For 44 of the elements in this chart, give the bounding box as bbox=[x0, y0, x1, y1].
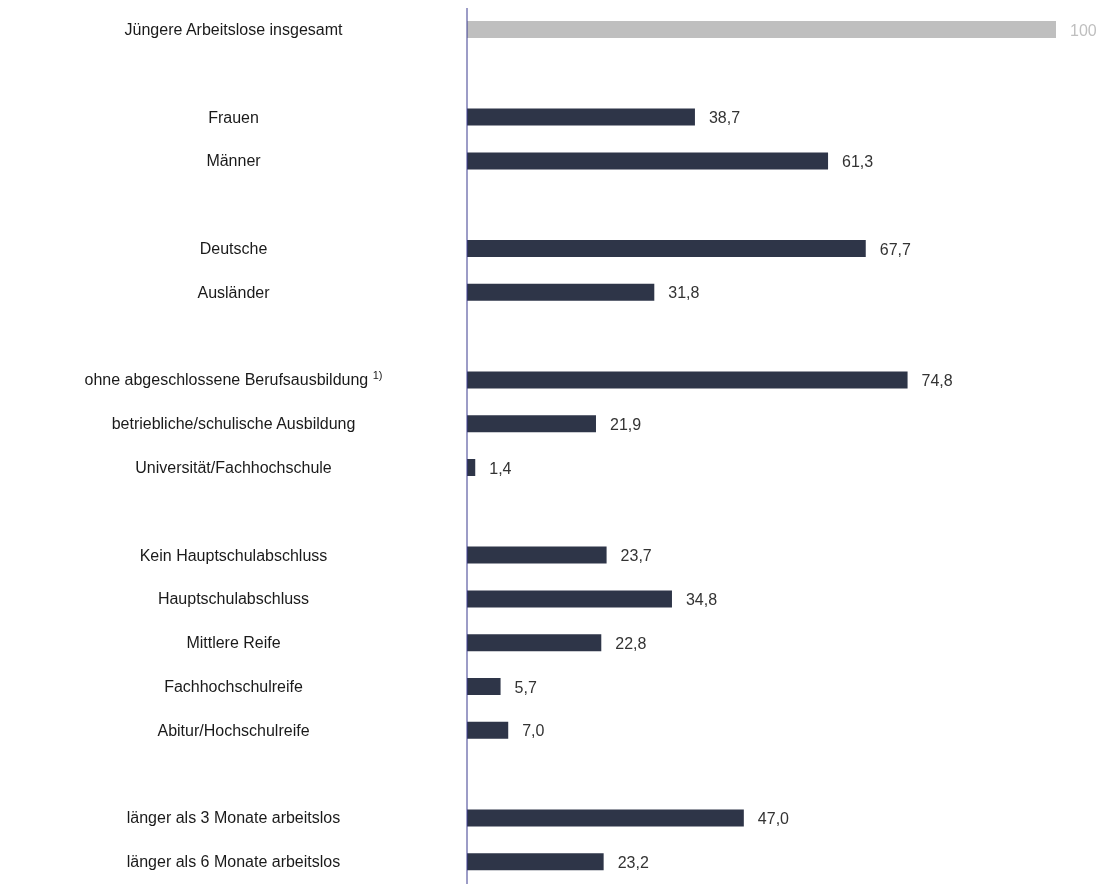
data-label: 5,7 bbox=[514, 678, 537, 696]
data-label: 7,0 bbox=[522, 722, 545, 740]
data-label: 61,3 bbox=[842, 152, 874, 170]
y-tick-label: Abitur/Hochschulreife bbox=[157, 721, 310, 739]
bar bbox=[467, 283, 655, 301]
y-tick-label: Kein Hauptschulabschluss bbox=[139, 546, 328, 564]
data-label: 67,7 bbox=[879, 240, 911, 258]
data-label: 100 bbox=[1070, 21, 1097, 39]
data-label: 34,8 bbox=[685, 590, 718, 608]
data-label: 31,8 bbox=[668, 284, 700, 302]
bar bbox=[467, 634, 602, 652]
y-tick-label: länger als 6 Monate arbeitslos bbox=[126, 853, 341, 871]
y-tick-label: Frauen bbox=[208, 108, 259, 126]
data-label: 47,0 bbox=[757, 809, 790, 827]
y-tick-label: ohne abgeschlossene Berufsausbildung $^{1)}$ bbox=[84, 369, 383, 389]
y-tick-label: Fachhochschulreife bbox=[164, 677, 303, 695]
y-tick-label: betriebliche/schulische Ausbildung bbox=[111, 415, 356, 433]
data-label: 22,8 bbox=[615, 634, 647, 652]
data-label: 23,7 bbox=[620, 547, 652, 565]
data-label: 23,2 bbox=[617, 853, 649, 871]
data-label: 1,4 bbox=[489, 459, 512, 477]
bar bbox=[467, 415, 596, 433]
y-tick-label: Mittlere Reife bbox=[186, 634, 281, 652]
y-tick-label: Deutsche bbox=[199, 239, 268, 257]
bar bbox=[467, 721, 509, 739]
bar bbox=[467, 546, 607, 564]
bar bbox=[467, 21, 1056, 38]
data-label: 74,8 bbox=[921, 371, 953, 389]
y-tick-label: Ausländer bbox=[197, 283, 271, 301]
data-label: 21,9 bbox=[609, 415, 642, 433]
bar bbox=[467, 809, 744, 827]
bar bbox=[467, 371, 908, 389]
bar bbox=[467, 853, 604, 871]
bar bbox=[467, 590, 672, 608]
y-tick-label: Universität/Fachhochschule bbox=[135, 458, 332, 476]
y-tick-label: Jüngere Arbeitslose insgesamt bbox=[124, 20, 343, 38]
bar bbox=[467, 240, 866, 257]
bar bbox=[467, 152, 829, 170]
bar bbox=[467, 678, 501, 695]
data-label: 38,7 bbox=[708, 109, 741, 127]
y-tick-label: Männer bbox=[206, 152, 262, 170]
y-tick-label: Hauptschulabschluss bbox=[157, 590, 310, 608]
bar bbox=[467, 108, 695, 126]
y-tick-label: länger als 3 Monate arbeitslos bbox=[126, 809, 341, 827]
